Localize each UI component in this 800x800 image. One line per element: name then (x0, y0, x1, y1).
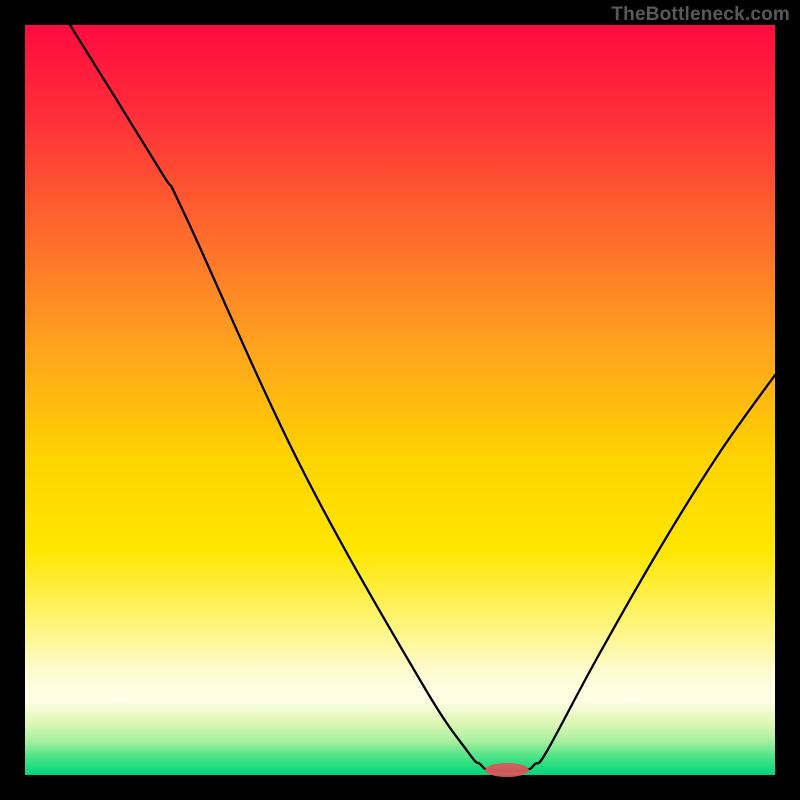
optimum-marker (485, 763, 529, 777)
watermark: TheBottleneck.com (611, 4, 790, 26)
bottleneck-chart: TheBottleneck.com (0, 0, 800, 800)
chart-svg (0, 0, 800, 800)
plot-background (25, 25, 775, 775)
